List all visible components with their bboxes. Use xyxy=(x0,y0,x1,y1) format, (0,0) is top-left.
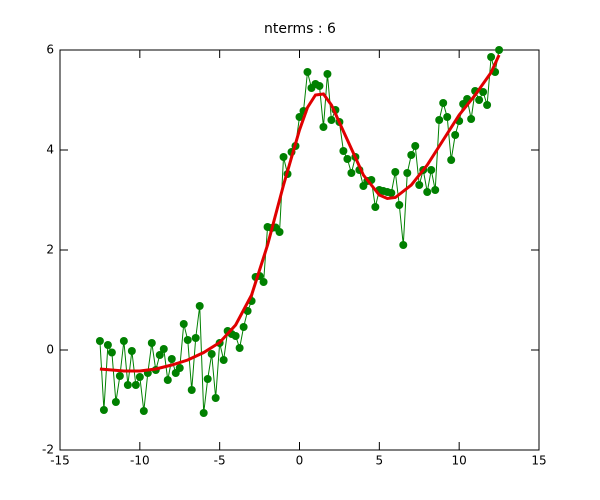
data-point xyxy=(239,323,248,331)
data-point xyxy=(175,364,184,372)
data-point xyxy=(371,203,380,211)
data-point xyxy=(487,53,496,61)
data-point xyxy=(315,82,324,90)
data-point xyxy=(99,406,108,414)
data-point xyxy=(259,278,268,286)
data-point xyxy=(399,241,408,249)
data-point xyxy=(435,116,444,124)
data-point xyxy=(163,376,172,384)
x-tick-label: 0 xyxy=(296,454,304,468)
data-point xyxy=(279,153,288,161)
data-point xyxy=(219,356,228,364)
data-point xyxy=(119,337,128,345)
y-tick-label: 2 xyxy=(46,243,54,257)
data-point xyxy=(203,375,212,383)
data-point xyxy=(467,115,476,123)
data-point xyxy=(199,409,208,417)
data-point xyxy=(447,156,456,164)
y-tick-label: 4 xyxy=(46,143,54,157)
data-point xyxy=(295,113,304,121)
data-point xyxy=(207,350,216,358)
data-point xyxy=(135,373,144,381)
data-point xyxy=(343,155,352,163)
data-point xyxy=(319,123,328,131)
x-tick-label: 15 xyxy=(531,454,546,468)
data-point xyxy=(439,99,448,107)
data-point xyxy=(167,355,176,363)
data-point xyxy=(495,46,504,54)
series-line xyxy=(99,54,501,373)
plot-frame xyxy=(59,49,540,451)
x-tick-label: 5 xyxy=(376,454,384,468)
data-point xyxy=(95,337,104,345)
data-point xyxy=(475,96,484,104)
data-point xyxy=(187,386,196,394)
data-point xyxy=(451,131,460,139)
data-point xyxy=(179,320,188,328)
y-tick-label: 6 xyxy=(46,43,54,57)
data-point xyxy=(431,186,440,194)
data-point xyxy=(115,372,124,380)
data-point xyxy=(103,341,112,349)
data-point xyxy=(479,88,488,96)
y-tick-label: 0 xyxy=(46,343,54,357)
data-point xyxy=(211,394,220,402)
data-point xyxy=(323,70,332,78)
data-point xyxy=(183,336,192,344)
data-point xyxy=(403,169,412,177)
data-point xyxy=(111,398,120,406)
data-point xyxy=(131,381,140,389)
data-point xyxy=(391,168,400,176)
data-point xyxy=(395,201,404,209)
data-point xyxy=(191,334,200,342)
data-point xyxy=(127,347,136,355)
data-point xyxy=(107,348,116,357)
data-point xyxy=(147,339,156,347)
data-point xyxy=(483,101,492,109)
data-point xyxy=(387,189,396,197)
data-point xyxy=(155,351,164,359)
data-point xyxy=(231,332,240,340)
data-point xyxy=(423,188,432,196)
data-point xyxy=(139,407,148,415)
data-point xyxy=(327,116,336,124)
data-point xyxy=(303,68,312,76)
x-tick-label: -15 xyxy=(50,454,70,468)
data-point xyxy=(411,142,420,150)
data-point xyxy=(339,147,348,155)
x-tick-label: 10 xyxy=(452,454,467,468)
data-point xyxy=(443,113,452,121)
y-tick-label: -2 xyxy=(42,443,54,457)
data-point xyxy=(427,166,436,174)
data-point xyxy=(415,181,424,189)
data-point xyxy=(123,381,132,389)
data-point xyxy=(159,345,168,353)
data-point xyxy=(195,302,204,310)
x-tick-label: -5 xyxy=(214,454,226,468)
data-point xyxy=(235,344,244,352)
data-point xyxy=(275,228,284,236)
data-point xyxy=(347,169,356,177)
chart-title: nterms : 6 xyxy=(264,21,336,37)
x-tick-label: -10 xyxy=(130,454,150,468)
data-point xyxy=(407,151,416,159)
